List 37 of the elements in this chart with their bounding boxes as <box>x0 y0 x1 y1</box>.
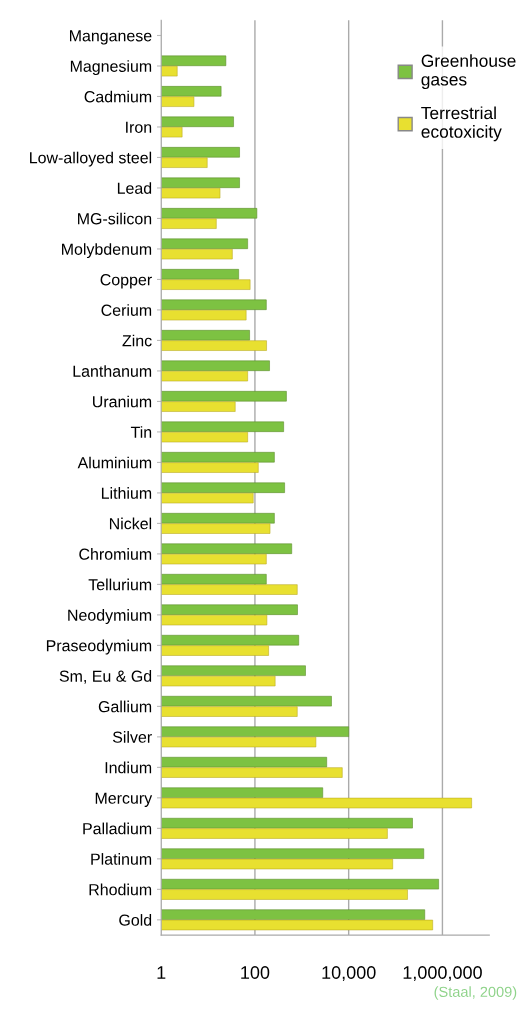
y-tick-label: Uranium <box>93 395 152 408</box>
x-tick-label: 10,000 <box>322 966 376 982</box>
y-tick-label: Aluminium <box>77 456 152 469</box>
y-tick-label: Lithium <box>101 487 152 499</box>
text: (Staal, 2009) <box>434 986 517 1000</box>
x-tick-label: 1 <box>157 966 166 979</box>
y-tick-label: Lanthanum <box>73 365 152 377</box>
y-tick-label: Gallium <box>98 700 152 713</box>
y-tick-label: Silver <box>112 731 152 743</box>
y-tick-label: Platinum <box>91 853 152 865</box>
y-tick-label: Tin <box>130 426 152 438</box>
y-tick-label: Iron <box>126 121 152 133</box>
y-tick-label: Low-alloyed steel <box>30 151 152 167</box>
legend-label: Greenhouse gases <box>421 54 516 90</box>
y-tick-label: Lead <box>117 182 152 194</box>
y-tick-label: Cadmium <box>84 90 152 103</box>
y-tick-label: Neodymium <box>68 609 152 624</box>
y-tick-label: Palladium <box>83 822 152 835</box>
y-tick-label: Chromium <box>79 548 152 560</box>
y-tick-label: Rhodium <box>89 883 152 896</box>
y-tick-label: Sm, Eu & Gd <box>59 670 152 684</box>
y-tick-label: Molybdenum <box>62 243 152 259</box>
y-tick-label: Tellurium <box>88 578 152 591</box>
y-tick-label: MG-silicon <box>78 212 152 225</box>
y-tick-label: Indium <box>105 761 152 774</box>
legend-label: Terrestrial ecotoxicity <box>421 106 502 142</box>
y-tick-label: Praseodymium <box>46 639 152 655</box>
y-tick-label: Gold <box>119 914 152 926</box>
y-tick-label: Manganese <box>69 30 152 45</box>
y-tick-label: Zinc <box>122 334 152 347</box>
y-tick-label: Magnesium <box>70 60 152 76</box>
x-tick-label: 100 <box>241 966 270 979</box>
y-tick-label: Nickel <box>109 517 152 530</box>
y-tick-label: Cerium <box>101 304 152 316</box>
y-tick-label: Copper <box>100 274 152 289</box>
x-tick-label: 1,000,000 <box>403 966 482 982</box>
y-tick-label: Mercury <box>95 792 153 807</box>
